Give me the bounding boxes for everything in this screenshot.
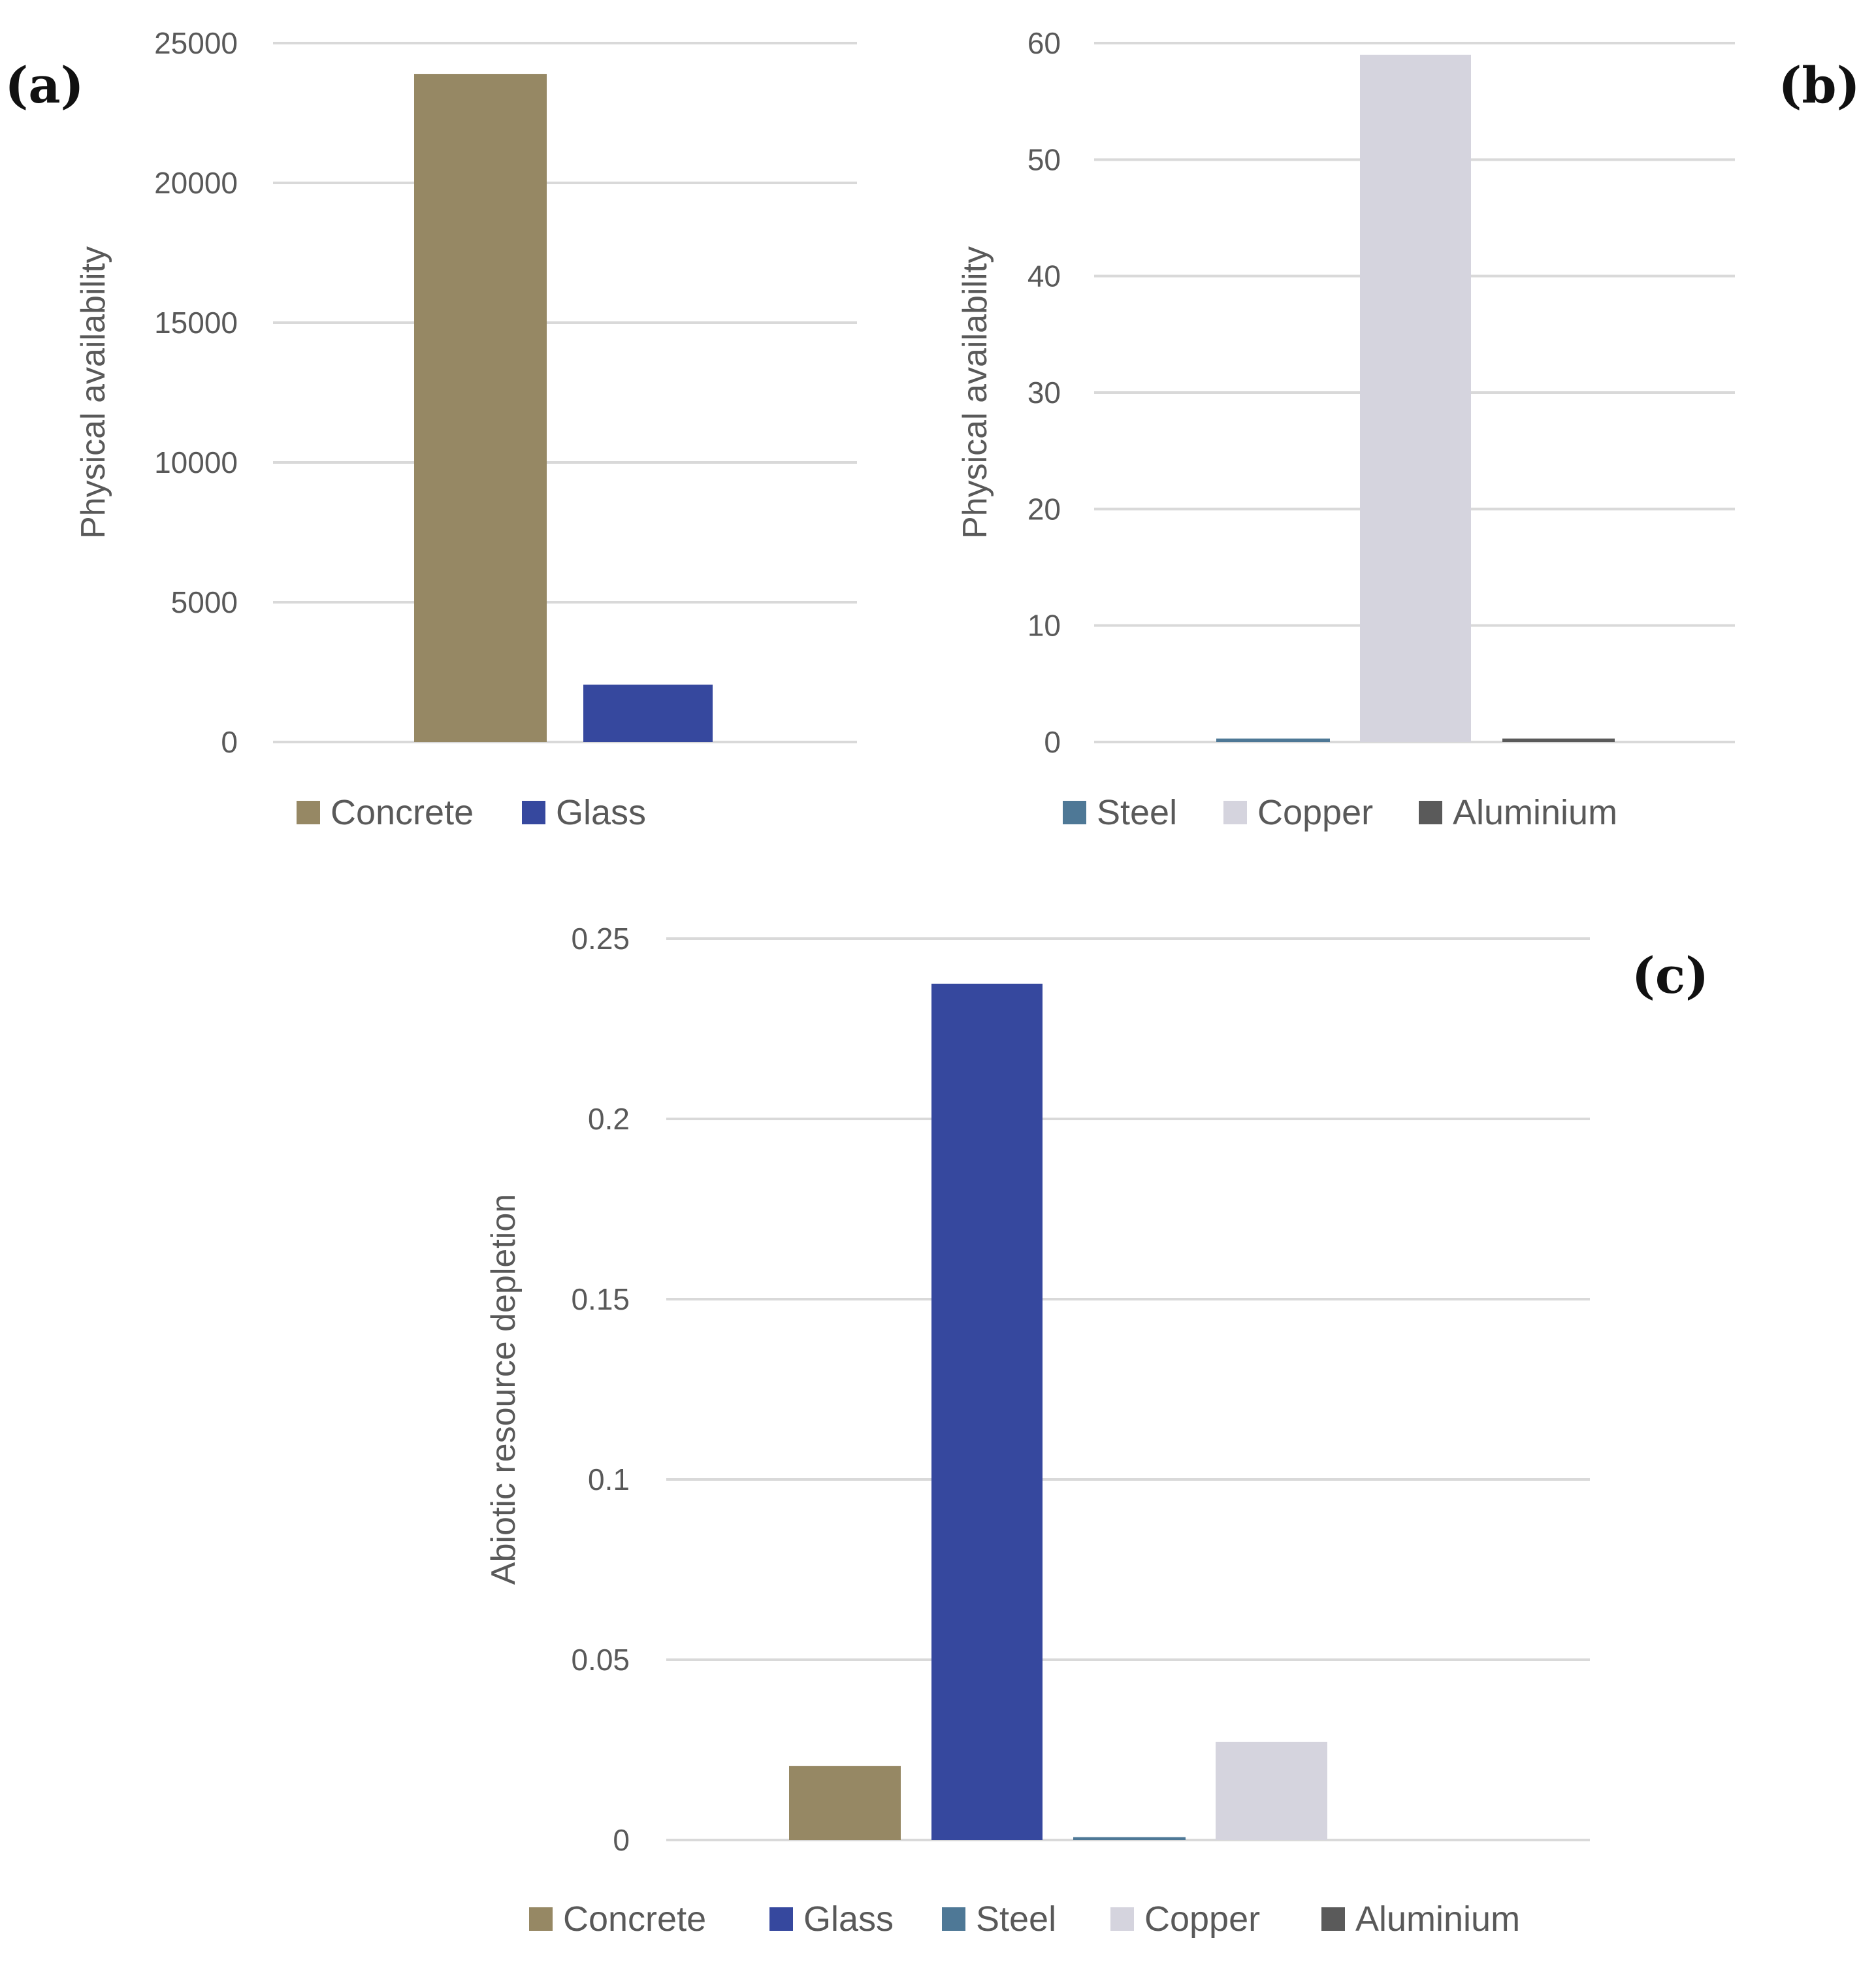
y-tick-label: 25000 (154, 26, 238, 60)
legend-label-copper: Copper (1144, 1899, 1260, 1939)
panel-label: (a) (5, 56, 84, 114)
bar-glass (931, 984, 1043, 1840)
bar-glass (583, 685, 713, 742)
legend-swatch-glass (769, 1907, 793, 1931)
legend-swatch-steel (1063, 801, 1086, 824)
y-tick-label: 0 (221, 725, 238, 759)
y-tick-label: 0 (613, 1823, 630, 1857)
bar-steel (1216, 738, 1330, 742)
bar-concrete (414, 74, 547, 742)
chart-panel-c: 0 0.05 0.1 0.15 0.2 0.25 Abiotic resource depl… (485, 922, 1709, 1939)
legend-label-concrete: Concrete (331, 793, 474, 832)
y-tick-label: 30 (1027, 376, 1061, 410)
y-tick-label: 10 (1027, 609, 1061, 643)
legend-label-copper: Copper (1257, 793, 1373, 832)
legend-label-steel: Steel (976, 1899, 1056, 1939)
bar-copper (1360, 54, 1471, 742)
y-tick-label: 0.25 (571, 922, 630, 956)
legend-swatch-aluminium (1419, 801, 1442, 824)
legend-swatch-glass (522, 801, 545, 824)
panel-label: (b) (1778, 56, 1860, 114)
legend-label-glass: Glass (556, 793, 646, 832)
y-tick-label: 0.15 (571, 1282, 630, 1316)
y-tick-label: 0.2 (588, 1102, 630, 1136)
y-tick-label: 15000 (154, 306, 238, 340)
y-tick-label: 0.1 (588, 1462, 630, 1496)
chart-panel-b: 0 10 20 30 40 50 60 Physical availability Steel C… (956, 26, 1860, 832)
y-tick-label: 40 (1027, 259, 1061, 293)
y-tick-label: 60 (1027, 26, 1061, 60)
y-tick-label: 20000 (154, 166, 238, 200)
legend-swatch-copper (1110, 1907, 1134, 1931)
legend-label-aluminium: Aluminium (1453, 793, 1617, 832)
y-tick-label: 0.05 (571, 1643, 630, 1677)
y-tick-label: 0 (1044, 725, 1061, 759)
legend-swatch-aluminium (1321, 1907, 1345, 1931)
y-tick-label: 50 (1027, 142, 1061, 176)
legend-swatch-copper (1223, 801, 1247, 824)
legend-label-concrete: Concrete (563, 1899, 706, 1939)
y-tick-label: 5000 (171, 585, 238, 619)
chart-panel-a: 0 5000 10000 15000 20000 25000 Physical availa… (5, 26, 857, 832)
legend-label-aluminium: Aluminium (1355, 1899, 1520, 1939)
y-axis-title: Abiotic resource depletion (485, 1194, 523, 1585)
bar-concrete (789, 1766, 901, 1840)
legend-swatch-concrete (297, 801, 320, 824)
bar-copper (1216, 1741, 1327, 1840)
legend-label-glass: Glass (803, 1899, 894, 1939)
panel-label: (c) (1632, 946, 1709, 1005)
bar-aluminium (1502, 738, 1615, 742)
legend-label-steel: Steel (1097, 793, 1177, 832)
y-axis-title: Physical availability (956, 246, 994, 539)
bar-steel (1073, 1837, 1186, 1840)
legend-swatch-steel (942, 1907, 965, 1931)
legend-swatch-concrete (529, 1907, 553, 1931)
y-tick-label: 20 (1027, 492, 1061, 526)
y-axis-title: Physical availability (74, 246, 112, 539)
y-tick-label: 10000 (154, 445, 238, 479)
